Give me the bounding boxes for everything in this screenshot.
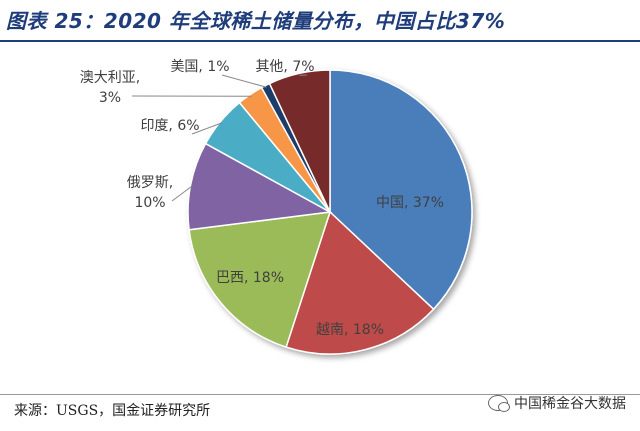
slice-label-line-3-1: 10% (134, 195, 165, 211)
pie-slice-2 (188, 211, 332, 348)
slice-label-1: 越南, 18% (316, 322, 384, 338)
chart-title: 图表 25：2020 年全球稀土储量分布，中国占比37% (6, 9, 506, 33)
wechat-icon (488, 395, 510, 412)
pie-slice-3 (187, 142, 333, 231)
leader-line-6 (221, 74, 267, 88)
brand-watermark: 中国稀金谷大数据 (488, 393, 626, 413)
slice-label-0: 中国, 37% (376, 195, 444, 211)
title-divider (0, 40, 640, 42)
slice-label-6: 美国, 1% (170, 59, 229, 75)
leader-line-3 (171, 185, 193, 202)
slice-label-3: 俄罗斯, 10% (127, 175, 173, 211)
slice-label-4: 印度, 6% (140, 118, 199, 134)
source-note: 来源：USGS，国金证券研究所 (14, 403, 211, 419)
slice-label-line-5-0: 澳大利亚, (80, 70, 140, 86)
pie-chart: 中国, 37% 越南, 18% 巴西, 18% 俄罗斯, 10% 印度, 6% 澳大利亚, 3… (80, 59, 473, 355)
pie-slice-0 (329, 69, 473, 311)
slice-label-2: 巴西, 18% (216, 270, 284, 286)
slice-label-line-5-1: 3% (99, 90, 121, 106)
pie-slice-1 (285, 210, 435, 355)
leader-line-4 (191, 122, 223, 135)
slice-label-line-3-0: 俄罗斯, (127, 175, 173, 191)
slice-label-7: 其他, 7% (255, 59, 314, 75)
slice-label-5: 澳大利亚, 3% (80, 70, 140, 106)
brand-text: 中国稀金谷大数据 (514, 396, 626, 412)
footer-divider (0, 394, 640, 395)
pie-slice-7 (268, 69, 331, 213)
